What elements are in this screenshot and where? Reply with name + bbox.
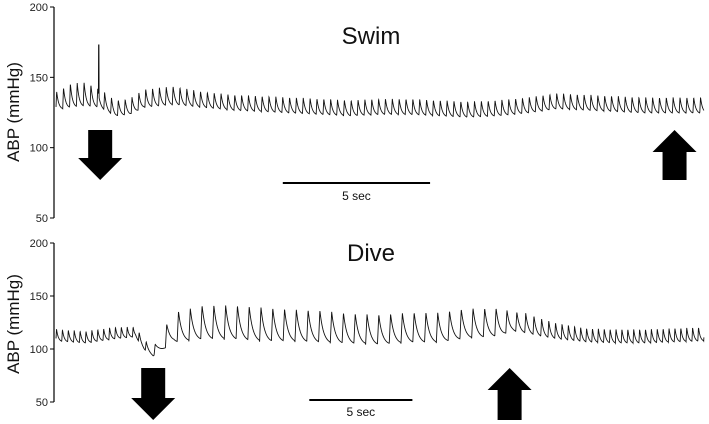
- dive-arrow-down-icon: [131, 368, 176, 420]
- swim-arrow-up-icon: [652, 130, 697, 180]
- dive-y-tick-label: 150: [30, 291, 48, 303]
- swim-y-tick-label: 50: [36, 213, 48, 225]
- swim-panel-title: Swim: [342, 23, 401, 50]
- dive-abp-trace: [55, 305, 705, 357]
- swim-y-axis-title: ABP (mmHg): [4, 62, 23, 162]
- dive-panel: ABP (mmHg) Dive 50 100 150 200 5 sec: [4, 238, 705, 420]
- dive-y-tick-label: 200: [30, 238, 48, 250]
- dive-arrow-up-icon: [487, 368, 532, 420]
- dive-arrows: [131, 368, 532, 420]
- swim-y-tick-label: 150: [30, 72, 48, 84]
- dive-y-axis-title: ABP (mmHg): [4, 274, 23, 374]
- swim-arrow-down-icon: [78, 130, 123, 180]
- swim-y-ticks: 50 100 150 200: [30, 2, 54, 225]
- swim-panel: ABP (mmHg) Swim 50 100 150 200 5 sec: [4, 2, 705, 225]
- swim-abp-trace: [55, 44, 705, 118]
- dive-y-tick-label: 50: [36, 397, 48, 409]
- dive-y-tick-label: 100: [30, 344, 48, 356]
- swim-arrows: [78, 130, 697, 180]
- swim-scale-bar-label: 5 sec: [342, 189, 371, 203]
- swim-y-tick-label: 100: [30, 143, 48, 155]
- dive-scale-bar-label: 5 sec: [347, 405, 376, 419]
- dive-panel-title: Dive: [347, 240, 395, 267]
- dive-y-ticks: 50 100 150 200: [30, 238, 54, 409]
- swim-y-tick-label: 200: [30, 2, 48, 14]
